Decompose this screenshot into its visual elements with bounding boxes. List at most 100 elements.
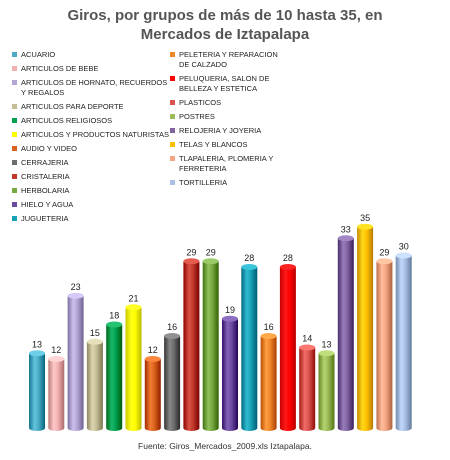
legend-label: POSTRES	[179, 112, 215, 121]
bar-value-label: 28	[283, 253, 293, 263]
bar: 13	[29, 339, 45, 431]
legend-label: ARTICULOS PARA DEPORTE	[21, 102, 124, 111]
bar: 12	[48, 345, 65, 431]
bar-top	[318, 350, 335, 357]
bar-value-label: 21	[128, 293, 138, 303]
bar-value-label: 33	[341, 224, 351, 234]
legend-swatch	[12, 146, 17, 151]
bar-top	[164, 333, 181, 339]
bar-value-label: 28	[244, 253, 254, 263]
bar: 13	[318, 339, 335, 431]
bar-top	[106, 321, 123, 328]
legend-swatch	[12, 174, 17, 179]
legend-item: PELUQUERIA, SALON DE BELLEZA Y ESTETICA	[170, 74, 280, 94]
bar: 29	[202, 247, 219, 431]
bar-top	[260, 333, 277, 339]
legend-item: TELAS Y BLANCOS	[170, 140, 280, 150]
bar: 29	[183, 247, 200, 431]
bar-body	[222, 318, 238, 431]
legend-label: ACUARIO	[21, 50, 56, 59]
legend-label: TORTILLERIA	[179, 178, 228, 187]
bar-top	[241, 264, 258, 270]
bar-body	[125, 307, 142, 431]
legend-label: HERBOLARIA	[21, 186, 70, 195]
legend-label: PELUQUERIA, SALON DE BELLEZA Y ESTETICA	[179, 74, 270, 93]
legend-swatch	[12, 66, 17, 71]
legend-label: JUGUETERIA	[21, 214, 69, 223]
bar-top	[376, 258, 393, 265]
legend-left-column: ACUARIO ARTICULOS DE BEBE ARTICULOS DE HOR…	[12, 50, 170, 228]
bar-top	[337, 235, 354, 242]
legend-label: TELAS Y BLANCOS	[179, 140, 248, 149]
bar: 15	[86, 328, 103, 431]
bar-body	[29, 353, 45, 431]
bar-value-label: 30	[399, 242, 409, 252]
legend-swatch	[12, 132, 17, 137]
bar-value-label: 29	[186, 247, 196, 257]
bar: 35	[357, 213, 374, 431]
legend-item: PLASTICOS	[170, 98, 280, 108]
bar-body	[106, 324, 123, 431]
legend-item: AUDIO Y VIDEO	[12, 144, 170, 154]
legend-item: HERBOLARIA	[12, 186, 170, 196]
bar-body	[67, 295, 84, 431]
bar-value-label: 12	[51, 345, 61, 355]
bar-body	[357, 226, 374, 431]
legend-swatch	[12, 52, 17, 57]
bar-value-label: 16	[264, 322, 274, 332]
bar-body	[48, 359, 65, 431]
bar-top	[86, 338, 103, 345]
bar-top	[279, 264, 296, 270]
bar-body	[337, 238, 354, 431]
bar-value-label: 19	[225, 305, 235, 315]
bar: 19	[222, 305, 238, 431]
bar: 30	[395, 242, 412, 431]
legend-label: CERRAJERIA	[21, 158, 69, 167]
bar-top	[29, 350, 45, 357]
bar: 16	[260, 322, 277, 431]
legend-swatch	[170, 156, 175, 161]
bar-top	[222, 315, 238, 322]
chart-title: Giros, por grupos de más de 10 hasta 35,…	[0, 6, 450, 44]
bar-value-label: 29	[379, 247, 389, 257]
legend-label: RELOJERIA Y JOYERIA	[179, 126, 262, 135]
bar-body	[183, 261, 200, 431]
bar-top	[202, 258, 219, 265]
bar-body	[260, 336, 277, 431]
legend-label: ARTICULOS RELIGIOSOS	[21, 116, 113, 125]
legend-swatch	[170, 100, 175, 105]
legend-label: ARTICULOS DE BEBE	[21, 64, 99, 73]
bar-value-label: 23	[71, 282, 81, 292]
bar-body	[376, 261, 393, 431]
legend-right-column: PELETERIA Y REPARACION DE CALZADO PELUQUE…	[170, 50, 280, 192]
legend-swatch	[12, 118, 17, 123]
legend-item: ARTICULOS Y PRODUCTOS NATURISTAS	[12, 130, 170, 140]
legend-swatch	[170, 52, 175, 57]
bar: 33	[337, 224, 354, 431]
bar-value-label: 14	[302, 334, 312, 344]
legend-item: ACUARIO	[12, 50, 170, 60]
bar-body	[144, 359, 161, 431]
legend-label: ARTICULOS Y PRODUCTOS NATURISTAS	[21, 130, 169, 139]
legend-swatch	[12, 104, 17, 109]
bar-body	[202, 261, 219, 431]
legend-label: ARTICULOS DE HORNATO, RECUERDOS Y REGALO…	[21, 78, 168, 97]
bar-value-label: 15	[90, 328, 100, 338]
bar-body	[164, 336, 181, 431]
legend-item: ARTICULOS RELIGIOSOS	[12, 116, 170, 126]
legend-item: CRISTALERIA	[12, 172, 170, 182]
legend-item: HIELO Y AGUA	[12, 200, 170, 210]
legend-label: CRISTALERIA	[21, 172, 70, 181]
bar-top	[357, 223, 374, 230]
legend-swatch	[12, 160, 17, 165]
bar: 28	[279, 253, 296, 431]
legend-swatch	[12, 216, 17, 221]
legend-swatch	[170, 142, 175, 147]
bar-top	[299, 344, 316, 351]
legend-item: ARTICULOS DE BEBE	[12, 64, 170, 74]
bar-top	[144, 356, 161, 362]
legend-swatch	[170, 76, 175, 81]
bar-top	[67, 292, 84, 299]
legend-swatch	[12, 202, 17, 207]
